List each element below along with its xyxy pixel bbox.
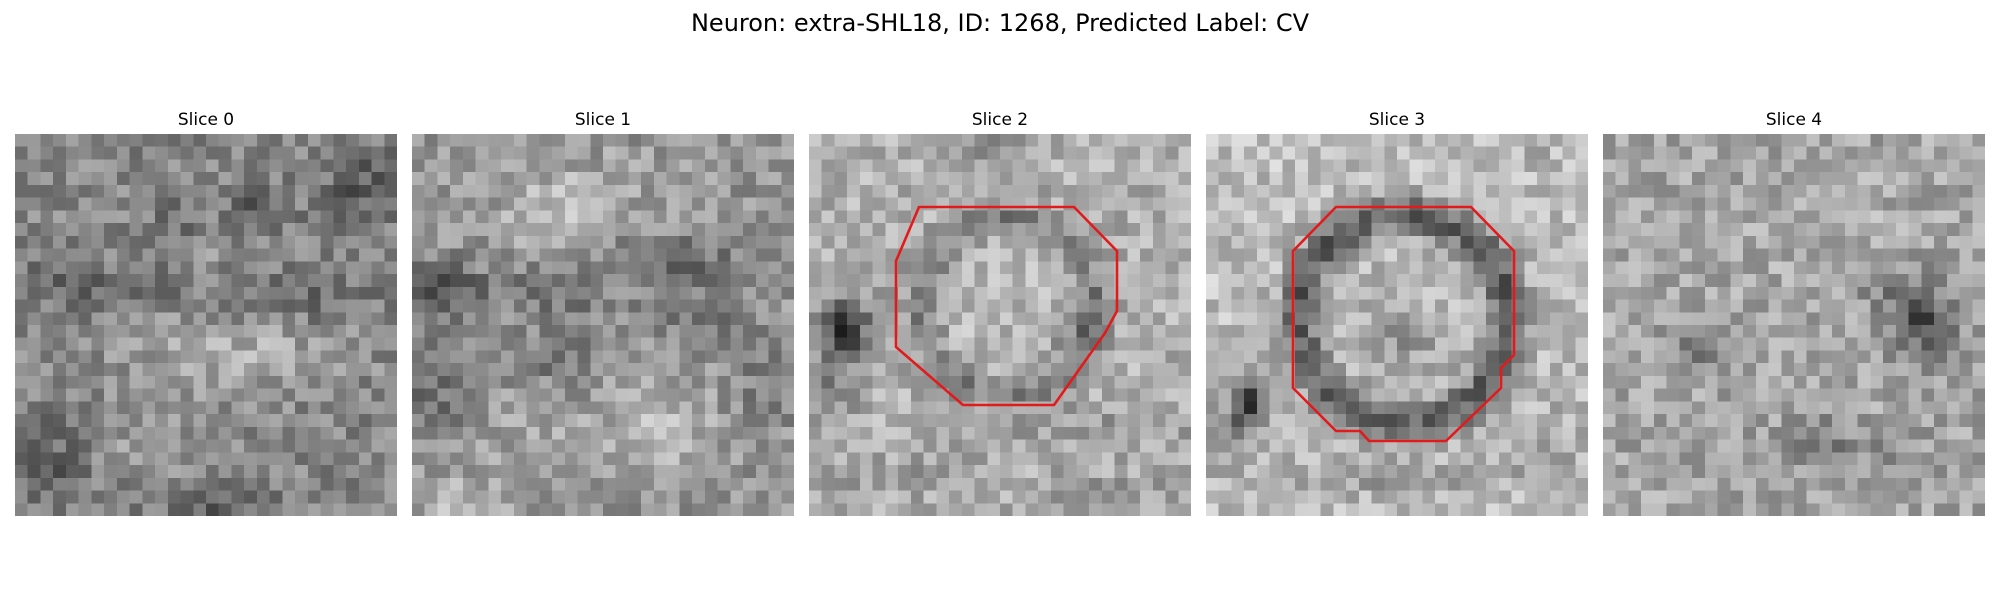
slice-0-panel [15,134,397,516]
slice-1-image [412,134,794,516]
slice-4-panel [1603,134,1985,516]
slice-3-contour [1291,205,1516,443]
slice-4-image [1603,134,1985,516]
figure-title: Neuron: extra-SHL18, ID: 1268, Predicted… [690,9,1310,37]
slice-2-title: Slice 2 [971,110,1029,130]
slice-3-outline [1291,205,1516,443]
slice-3-title: Slice 3 [1368,110,1426,130]
slice-2-panel [809,134,1191,516]
slice-1-panel [412,134,794,516]
slice-0-image [15,134,397,516]
slice-2-image [809,134,1191,516]
slice-1-title: Slice 1 [574,110,632,130]
slice-0-title: Slice 0 [177,110,235,130]
slice-3-panel [1206,134,1588,516]
slice-2-outline [894,205,1119,407]
slice-3-image [1206,134,1588,516]
slice-2-contour [894,205,1119,407]
slice-4-title: Slice 4 [1765,110,1823,130]
